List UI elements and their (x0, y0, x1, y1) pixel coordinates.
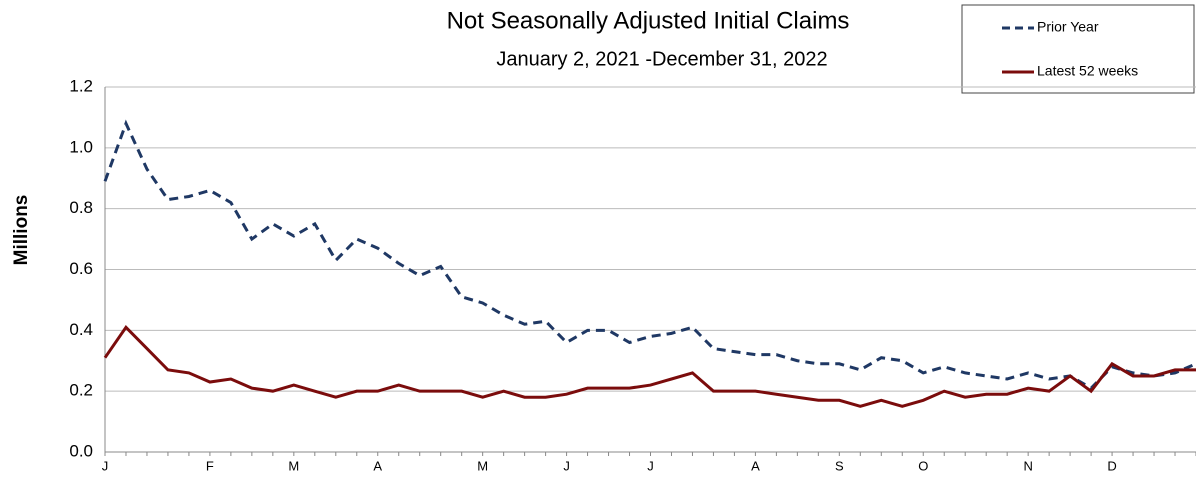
x-tick-label: S (835, 458, 844, 473)
x-tick-label: A (751, 458, 760, 473)
legend-label: Latest 52 weeks (1037, 63, 1138, 79)
x-tick-label: A (373, 458, 382, 473)
series-line (103, 119, 1196, 391)
y-tick-label: 1.0 (69, 137, 93, 156)
chart-subtitle: January 2, 2021 -December 31, 2022 (496, 48, 827, 70)
x-tick-label: D (1107, 458, 1116, 473)
x-tick-label: J (102, 458, 109, 473)
legend-label: Prior Year (1037, 19, 1099, 35)
x-tick-label: M (288, 458, 299, 473)
x-tick-label: N (1023, 458, 1032, 473)
x-tick-label: J (647, 458, 654, 473)
y-tick-label: 0.4 (69, 320, 93, 339)
x-tick-label: J (563, 458, 570, 473)
x-tick-label: F (206, 458, 214, 473)
y-axis-label: Millions (11, 195, 32, 266)
series-line (103, 324, 1196, 408)
x-tick-label: O (918, 458, 928, 473)
y-tick-label: 0.2 (69, 381, 93, 400)
x-tick-label: M (477, 458, 488, 473)
y-tick-label: 0.6 (69, 259, 93, 278)
legend-box (961, 4, 1195, 94)
y-tick-label: 0.8 (69, 198, 93, 217)
y-tick-label: 1.2 (69, 76, 93, 95)
chart-title: Not Seasonally Adjusted Initial Claims (447, 7, 850, 34)
y-tick-label: 0.0 (69, 441, 93, 460)
